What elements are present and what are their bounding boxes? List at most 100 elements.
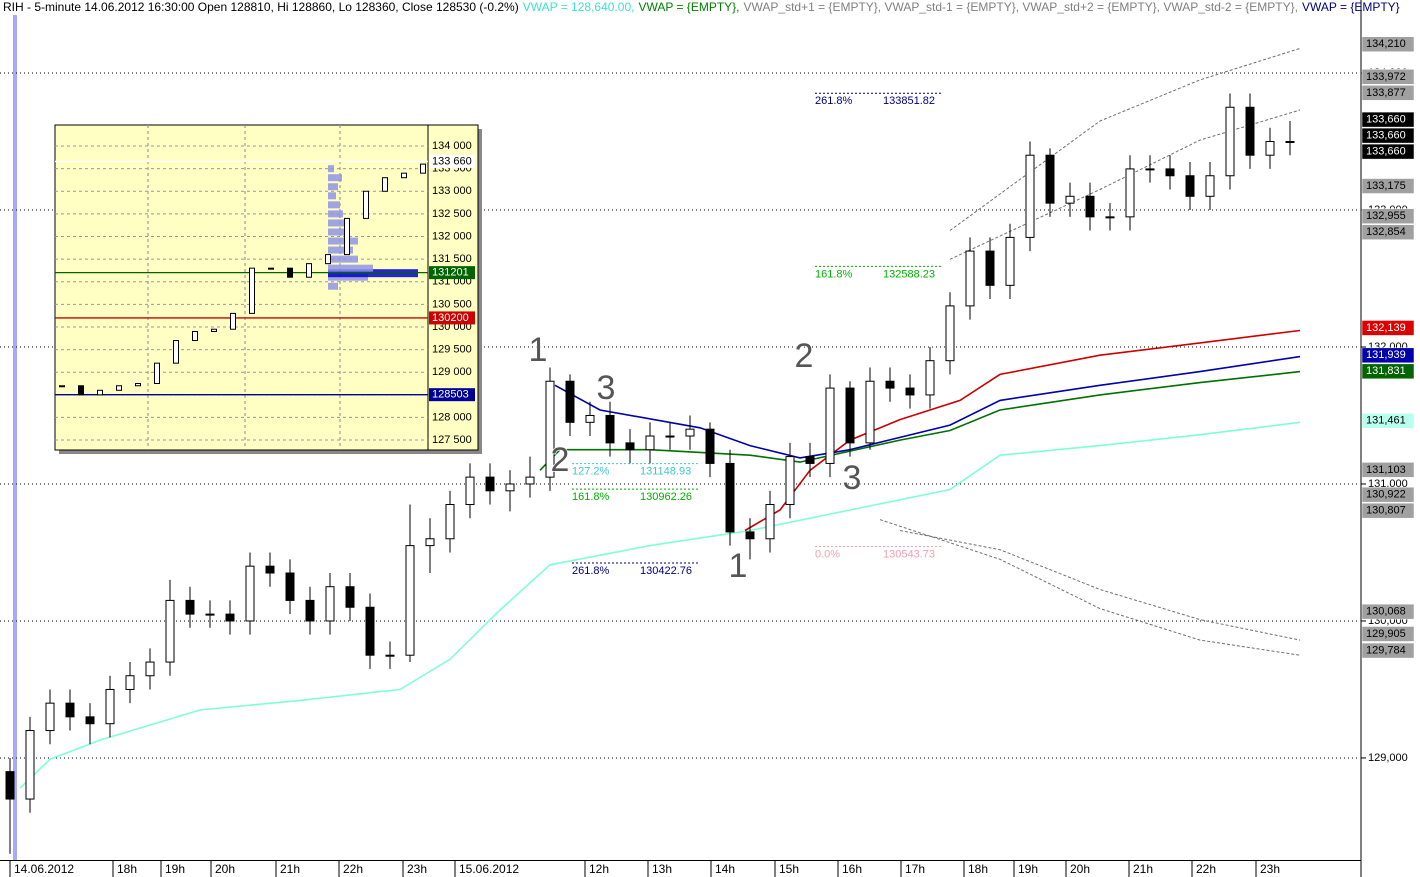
inset-tick-label: 134 000 [432, 140, 472, 152]
candle-body [865, 380, 875, 444]
candle-body [345, 586, 355, 608]
inset-candle [401, 172, 407, 179]
candle-body [365, 606, 375, 656]
inset-tag [429, 266, 475, 280]
inset-candle [325, 254, 331, 265]
price-tag-label: 131,831 [1366, 365, 1406, 377]
price-tag-label: 133,972 [1366, 71, 1406, 83]
header-segment: VWAP = {EMPTY}, [638, 0, 739, 14]
axes: 129,000130,000131,000132,000133,000134,0… [9, 36, 1415, 877]
inset-candle [154, 362, 160, 385]
candle-body [565, 380, 575, 423]
candle-body [1265, 141, 1275, 156]
fib-pct: 127.2% [572, 465, 610, 477]
candle-body [545, 380, 555, 478]
vwap-line [539, 370, 1301, 471]
fib-pct: 261.8% [815, 95, 853, 107]
price-tag-label: 134,210 [1366, 38, 1406, 50]
candle-body [825, 387, 835, 464]
vwap-band [949, 47, 1301, 231]
x-tick-label: 19h [165, 862, 185, 876]
fib-price: 131148.93 [640, 465, 691, 477]
candle-body [525, 476, 535, 485]
candle-body [145, 661, 155, 677]
inset-candle [135, 383, 141, 387]
x-tick-label: 16h [842, 862, 862, 876]
x-tick-label: 20h [1070, 862, 1090, 876]
inset-candle [382, 177, 388, 192]
candle-body [405, 545, 415, 656]
candle-body [725, 462, 735, 533]
candle-body [745, 531, 755, 540]
price-tag [1361, 642, 1415, 659]
vwap-line [744, 329, 1301, 532]
price-tag-label: 131,461 [1366, 415, 1406, 427]
header-bg [0, 0, 1360, 15]
x-tick-label: 14.06.2012 [14, 862, 74, 876]
price-tag [1361, 208, 1415, 224]
inset-candle [287, 267, 293, 278]
price-tag-label: 129,905 [1366, 628, 1406, 640]
candle-body [685, 428, 695, 437]
vwap-band [899, 530, 1301, 641]
profile-bar [328, 210, 343, 218]
price-tag [1361, 111, 1415, 128]
inset-frame [54, 124, 479, 451]
inset-candle [306, 263, 312, 278]
candle-body [1145, 168, 1155, 171]
profile-bar [328, 183, 338, 191]
inset-candle [116, 385, 122, 391]
candle-body [465, 476, 475, 506]
candle-body [1225, 106, 1235, 177]
profile-bar [328, 246, 353, 254]
wave-label: 2 [551, 441, 570, 479]
candle-body [605, 414, 615, 444]
inset-candle [420, 163, 426, 174]
candle-body [425, 538, 435, 547]
candle-body [265, 565, 275, 574]
x-tick-label: 21h [280, 862, 300, 876]
price-tag-label: 133,660 [1366, 113, 1406, 125]
wave-label: 1 [729, 547, 748, 585]
price-tag-label: 132,955 [1366, 210, 1406, 222]
x-tick-label: 22h [1196, 862, 1216, 876]
price-tag-label: 130,922 [1366, 489, 1406, 501]
inset-tick-label: 129 000 [432, 366, 472, 378]
candle-body [925, 360, 935, 396]
inset-tag [429, 388, 475, 402]
inset-tick-label: 127 500 [432, 434, 472, 446]
price-tag [1361, 626, 1415, 642]
inset-candle [59, 385, 65, 388]
price-tag [1361, 178, 1415, 194]
inset-tag-label: 128503 [432, 389, 469, 401]
price-tag [1361, 502, 1415, 519]
candle-body [625, 442, 635, 451]
inset-candle [97, 389, 103, 396]
price-tag [1361, 85, 1415, 101]
profile-bar [328, 165, 334, 173]
price-tag [1361, 320, 1415, 336]
candle-body [845, 387, 855, 444]
fib-price: 130543.73 [883, 548, 935, 560]
inset-tick-label: 128 000 [432, 411, 472, 423]
profile-bar [328, 255, 358, 263]
price-tag [1361, 36, 1415, 52]
candle-body [105, 688, 115, 725]
price-tag [1361, 69, 1415, 85]
inset-tick-label: 132 500 [432, 208, 472, 220]
price-tag-label: 132,139 [1366, 322, 1406, 334]
inset-candle [363, 190, 369, 219]
profile-bar [328, 201, 340, 209]
price-tag-label: 130,068 [1366, 606, 1406, 618]
candle-body [305, 599, 315, 622]
fib-pct: 161.8% [572, 491, 610, 503]
candle-body [245, 565, 255, 622]
fib-pct: 261.8% [572, 565, 610, 577]
y-tick-label: 131,000 [1368, 478, 1408, 490]
x-tick-label: 15h [779, 862, 799, 876]
candle-body [45, 702, 55, 732]
candle-body [485, 476, 495, 492]
vwap-line [19, 421, 1301, 789]
candle-body [585, 414, 595, 423]
